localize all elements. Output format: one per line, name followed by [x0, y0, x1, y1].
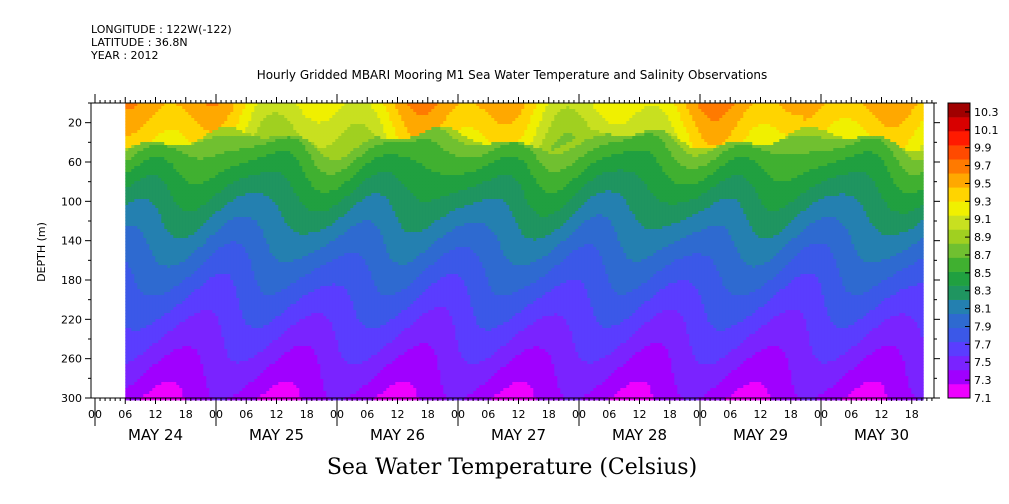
colorbar-label: 10.1	[974, 124, 999, 137]
x-day-label: MAY 28	[612, 426, 667, 444]
colorbar-segment	[948, 384, 970, 398]
x-hour-label: 18	[179, 408, 193, 421]
x-hour-label: 12	[633, 408, 647, 421]
x-day-label: MAY 24	[128, 426, 183, 444]
colorbar-label: 9.9	[974, 142, 992, 155]
colorbar-segment	[948, 370, 970, 384]
x-hour-label: 00	[693, 408, 707, 421]
colorbar: 10.3 10.1 9.9 9.7 9.5 9.3 9.1 8.9 8.7 8.5 8.3 8.1 7.…	[948, 103, 999, 405]
colorbar-segment	[948, 314, 970, 328]
colorbar-label: 8.5	[974, 267, 992, 280]
x-hour-label: 12	[875, 408, 889, 421]
colorbar-label: 8.9	[974, 231, 992, 244]
y-tick-label: 220	[61, 313, 82, 326]
colorbar-label: 7.1	[974, 392, 992, 405]
colorbar-segment	[948, 286, 970, 300]
x-day-label: MAY 29	[733, 426, 788, 444]
y-tick-label: 20	[68, 117, 82, 130]
x-hour-label: 12	[754, 408, 768, 421]
x-hour-label: 00	[451, 408, 465, 421]
colorbar-label: 9.7	[974, 160, 992, 173]
colorbar-segment	[948, 173, 970, 187]
x-hour-label: 06	[723, 408, 737, 421]
colorbar-segment	[948, 215, 970, 229]
colorbar-label: 9.3	[974, 195, 992, 208]
colorbar-label: 7.5	[974, 356, 992, 369]
x-hour-label: 06	[844, 408, 858, 421]
x-day-label: MAY 27	[491, 426, 546, 444]
colorbar-segment	[948, 201, 970, 215]
y-tick-label: 260	[61, 353, 82, 366]
colorbar-label: 7.7	[974, 338, 992, 351]
plot-area	[91, 103, 934, 400]
colorbar-label: 7.9	[974, 320, 992, 333]
colorbar-label: 8.7	[974, 249, 992, 262]
x-axis-title: Sea Water Temperature (Celsius)	[327, 455, 697, 480]
colorbar-label: 7.3	[974, 374, 992, 387]
colorbar-segment	[948, 272, 970, 286]
x-hour-label: 18	[663, 408, 677, 421]
colorbar-segment	[948, 117, 970, 131]
x-day-label: MAY 30	[854, 426, 909, 444]
x-hour-label: 00	[209, 408, 223, 421]
colorbar-segment	[948, 258, 970, 272]
x-day-label: MAY 25	[249, 426, 304, 444]
colorbar-segment	[948, 131, 970, 145]
x-hour-label: 06	[481, 408, 495, 421]
colorbar-label: 10.3	[974, 106, 999, 119]
x-hour-label: 06	[360, 408, 374, 421]
x-hour-label: 06	[602, 408, 616, 421]
x-hour-label: 18	[905, 408, 919, 421]
y-tick-label: 100	[61, 195, 82, 208]
colorbar-segment	[948, 159, 970, 173]
x-hour-label: 12	[391, 408, 405, 421]
colorbar-segment	[948, 300, 970, 314]
y-axis-label: DEPTH (m)	[35, 222, 48, 282]
colorbar-segment	[948, 103, 970, 117]
y-tick-label: 300	[61, 392, 82, 405]
x-hour-label: 18	[300, 408, 314, 421]
x-hour-label: 00	[572, 408, 586, 421]
x-hour-label: 00	[330, 408, 344, 421]
heatmap-field	[125, 103, 923, 400]
colorbar-label: 8.3	[974, 285, 992, 298]
colorbar-segment	[948, 356, 970, 370]
y-tick-label: 180	[61, 274, 82, 287]
x-hour-label: 06	[118, 408, 132, 421]
y-tick-label: 140	[61, 235, 82, 248]
x-hour-label: 06	[239, 408, 253, 421]
x-hour-label: 18	[421, 408, 435, 421]
x-hour-label: 18	[542, 408, 556, 421]
x-hour-label: 00	[814, 408, 828, 421]
colorbar-segment	[948, 328, 970, 342]
x-hour-label: 18	[784, 408, 798, 421]
colorbar-segment	[948, 243, 970, 257]
x-hour-label: 00	[88, 408, 102, 421]
x-day-label: MAY 26	[370, 426, 425, 444]
colorbar-segment	[948, 187, 970, 201]
colorbar-label: 9.5	[974, 177, 992, 190]
x-hour-label: 12	[512, 408, 526, 421]
colorbar-label: 8.1	[974, 303, 992, 316]
x-hour-label: 12	[149, 408, 163, 421]
colorbar-label: 9.1	[974, 213, 992, 226]
y-tick-label: 60	[68, 156, 82, 169]
x-hour-label: 12	[270, 408, 284, 421]
